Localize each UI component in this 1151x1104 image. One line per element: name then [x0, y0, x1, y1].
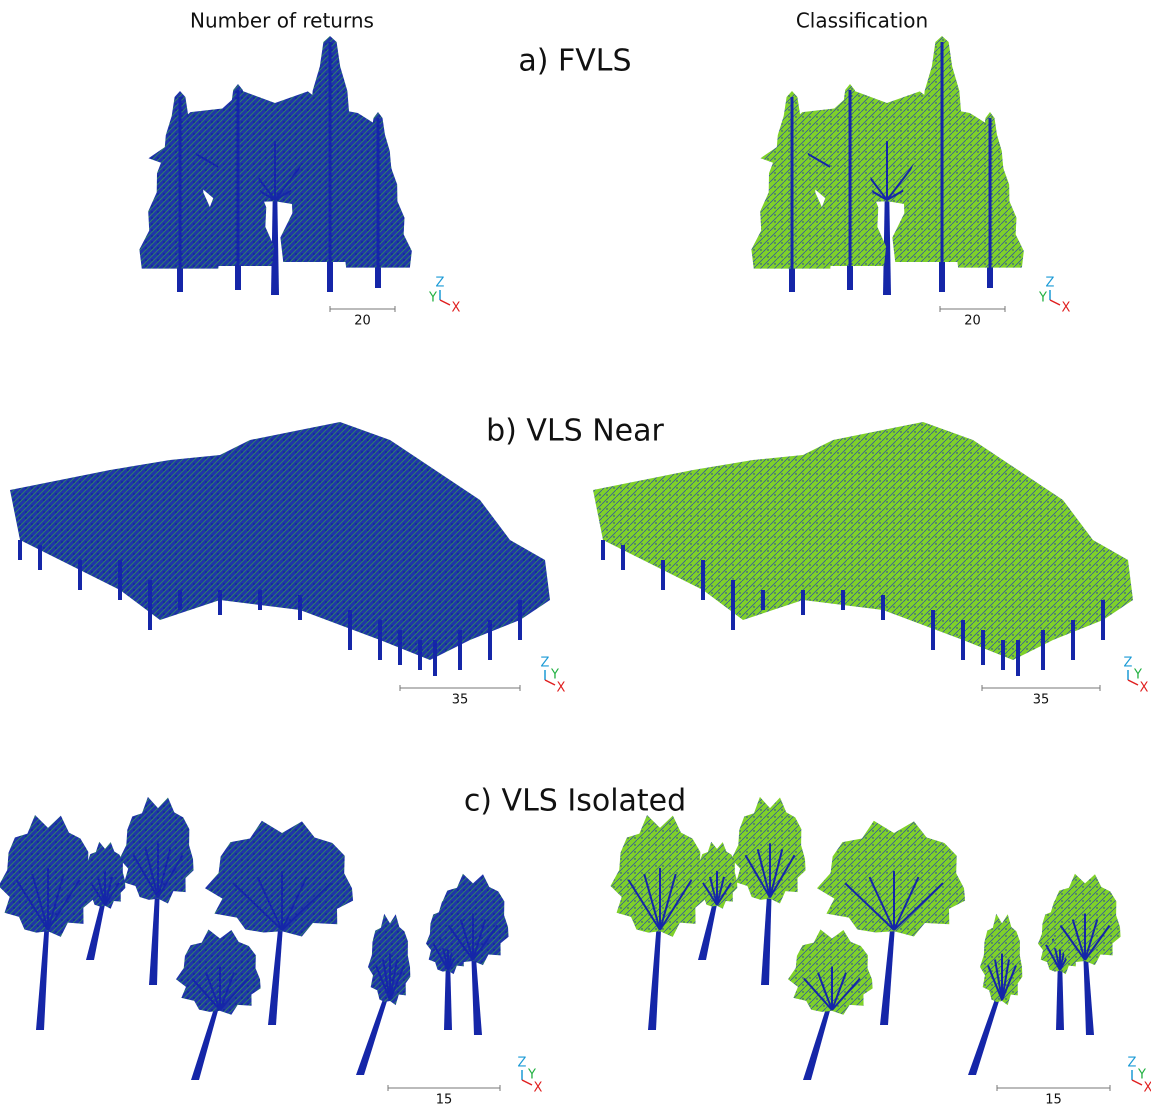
axis-label: Z: [1124, 656, 1133, 671]
canopy: [593, 422, 1133, 660]
point-cloud: [0, 36, 550, 1080]
axis-label: Z: [518, 1056, 527, 1071]
panel-title: a) FVLS: [518, 44, 631, 79]
panel-title: b) VLS Near: [486, 414, 664, 449]
axis-label: X: [1062, 301, 1071, 316]
scale-label: 35: [1033, 693, 1050, 708]
axis-x: [1050, 300, 1060, 305]
scale-label: 15: [1045, 1093, 1062, 1104]
scale-label: 15: [436, 1093, 453, 1104]
crown: [120, 797, 194, 904]
axis-label: X: [534, 1081, 543, 1096]
crown: [0, 815, 94, 937]
axis-label: X: [452, 301, 461, 316]
crown: [732, 797, 806, 904]
axis-label: Z: [1046, 276, 1055, 291]
axis-label: X: [557, 681, 566, 696]
crown: [817, 821, 965, 937]
crown: [205, 821, 353, 937]
axis-label: Y: [1038, 291, 1047, 306]
scale-label: 35: [452, 693, 469, 708]
canopy: [10, 422, 550, 660]
scale-label: 20: [354, 314, 371, 329]
column-header: Classification: [796, 9, 928, 33]
scale-label: 20: [964, 314, 981, 329]
crown: [176, 930, 261, 1015]
figure: Number of returns Classification a) FVLS…: [0, 0, 1151, 1104]
column-header: Number of returns: [190, 9, 374, 33]
axis-label: Z: [436, 276, 445, 291]
axis-label: X: [1144, 1081, 1151, 1096]
crown: [611, 815, 706, 937]
point-cloud: [593, 36, 1133, 1080]
crown: [788, 930, 873, 1015]
axis-label: Z: [1128, 1056, 1137, 1071]
panel-title: c) VLS Isolated: [464, 784, 686, 819]
axis-label: Z: [541, 656, 550, 671]
axis-label: X: [1140, 681, 1149, 696]
axis-label: Y: [428, 291, 437, 306]
axis-x: [440, 300, 450, 305]
